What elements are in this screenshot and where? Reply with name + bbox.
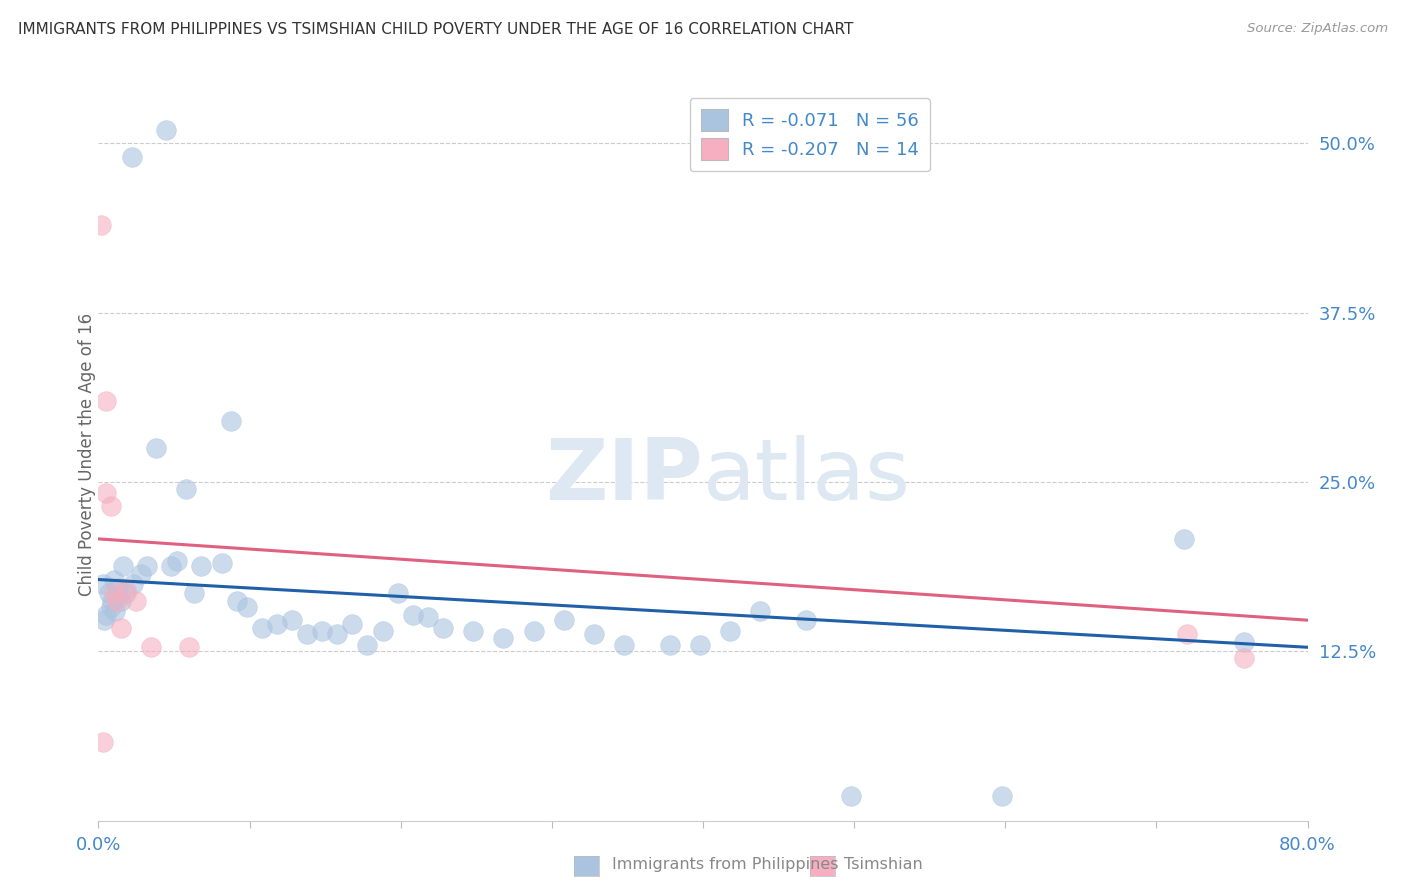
Point (90, 218, 112, 232)
Point (179, 640, 201, 655)
Point (1233, 635, 1256, 649)
Point (104, 604, 127, 618)
Point (166, 553, 188, 567)
Point (174, 482, 197, 496)
Point (342, 617, 364, 632)
Point (211, 556, 233, 570)
Y-axis label: Child Poverty Under the Age of 16: Child Poverty Under the Age of 16 (79, 313, 96, 597)
Text: IMMIGRANTS FROM PHILIPPINES VS TSIMSHIAN CHILD POVERTY UNDER THE AGE OF 16 CORRE: IMMIGRANTS FROM PHILIPPINES VS TSIMSHIAN… (18, 22, 853, 37)
Point (689, 638, 711, 652)
Point (105, 594, 128, 608)
Point (523, 624, 546, 638)
Point (402, 607, 425, 622)
Point (110, 621, 132, 635)
Point (107, 581, 129, 595)
Point (103, 586, 125, 600)
Point (1175, 626, 1198, 640)
Point (794, 613, 817, 627)
Point (94, 393, 117, 408)
Point (221, 414, 243, 428)
Point (1173, 532, 1195, 546)
Point (183, 586, 205, 600)
Point (98, 586, 121, 600)
Point (492, 631, 515, 645)
Point (100, 599, 122, 614)
Text: ZIP: ZIP (546, 435, 703, 518)
Point (356, 638, 378, 652)
Point (94, 486, 117, 500)
Point (991, 789, 1014, 804)
Point (235, 599, 257, 614)
Point (226, 594, 249, 608)
Point (100, 500, 122, 514)
Point (122, 576, 145, 591)
Point (190, 559, 212, 574)
Point (141, 640, 163, 655)
Point (145, 441, 167, 455)
Point (125, 594, 148, 608)
Point (114, 586, 136, 600)
Point (135, 559, 157, 574)
Point (101, 594, 124, 608)
Point (583, 626, 606, 640)
Point (658, 638, 681, 652)
Point (105, 590, 128, 604)
Text: Immigrants from Philippines: Immigrants from Philippines (612, 857, 838, 872)
Point (311, 624, 333, 638)
Point (1233, 651, 1256, 665)
Point (839, 789, 862, 804)
Point (91, 735, 114, 749)
Point (91, 576, 114, 591)
Point (718, 624, 741, 638)
Point (463, 624, 485, 638)
Point (281, 613, 304, 627)
Point (121, 150, 143, 164)
Point (250, 621, 273, 635)
Point (155, 123, 177, 137)
Point (94, 607, 117, 622)
Point (93, 613, 115, 627)
Legend: R = -0.071   N = 56, R = -0.207   N = 14: R = -0.071 N = 56, R = -0.207 N = 14 (690, 98, 929, 171)
Text: atlas: atlas (703, 435, 911, 518)
Point (129, 567, 152, 582)
Point (613, 638, 636, 652)
Point (432, 621, 454, 635)
Point (749, 604, 772, 618)
Point (110, 594, 132, 608)
Text: Tsimshian: Tsimshian (844, 857, 922, 872)
Point (416, 610, 439, 624)
Point (387, 586, 409, 600)
Point (111, 559, 134, 574)
Point (371, 624, 394, 638)
Point (114, 583, 136, 598)
Point (103, 573, 125, 587)
Text: Source: ZipAtlas.com: Source: ZipAtlas.com (1247, 22, 1388, 36)
Point (553, 613, 575, 627)
Point (295, 626, 318, 640)
Point (160, 559, 183, 574)
Point (266, 617, 288, 632)
Point (326, 626, 349, 640)
